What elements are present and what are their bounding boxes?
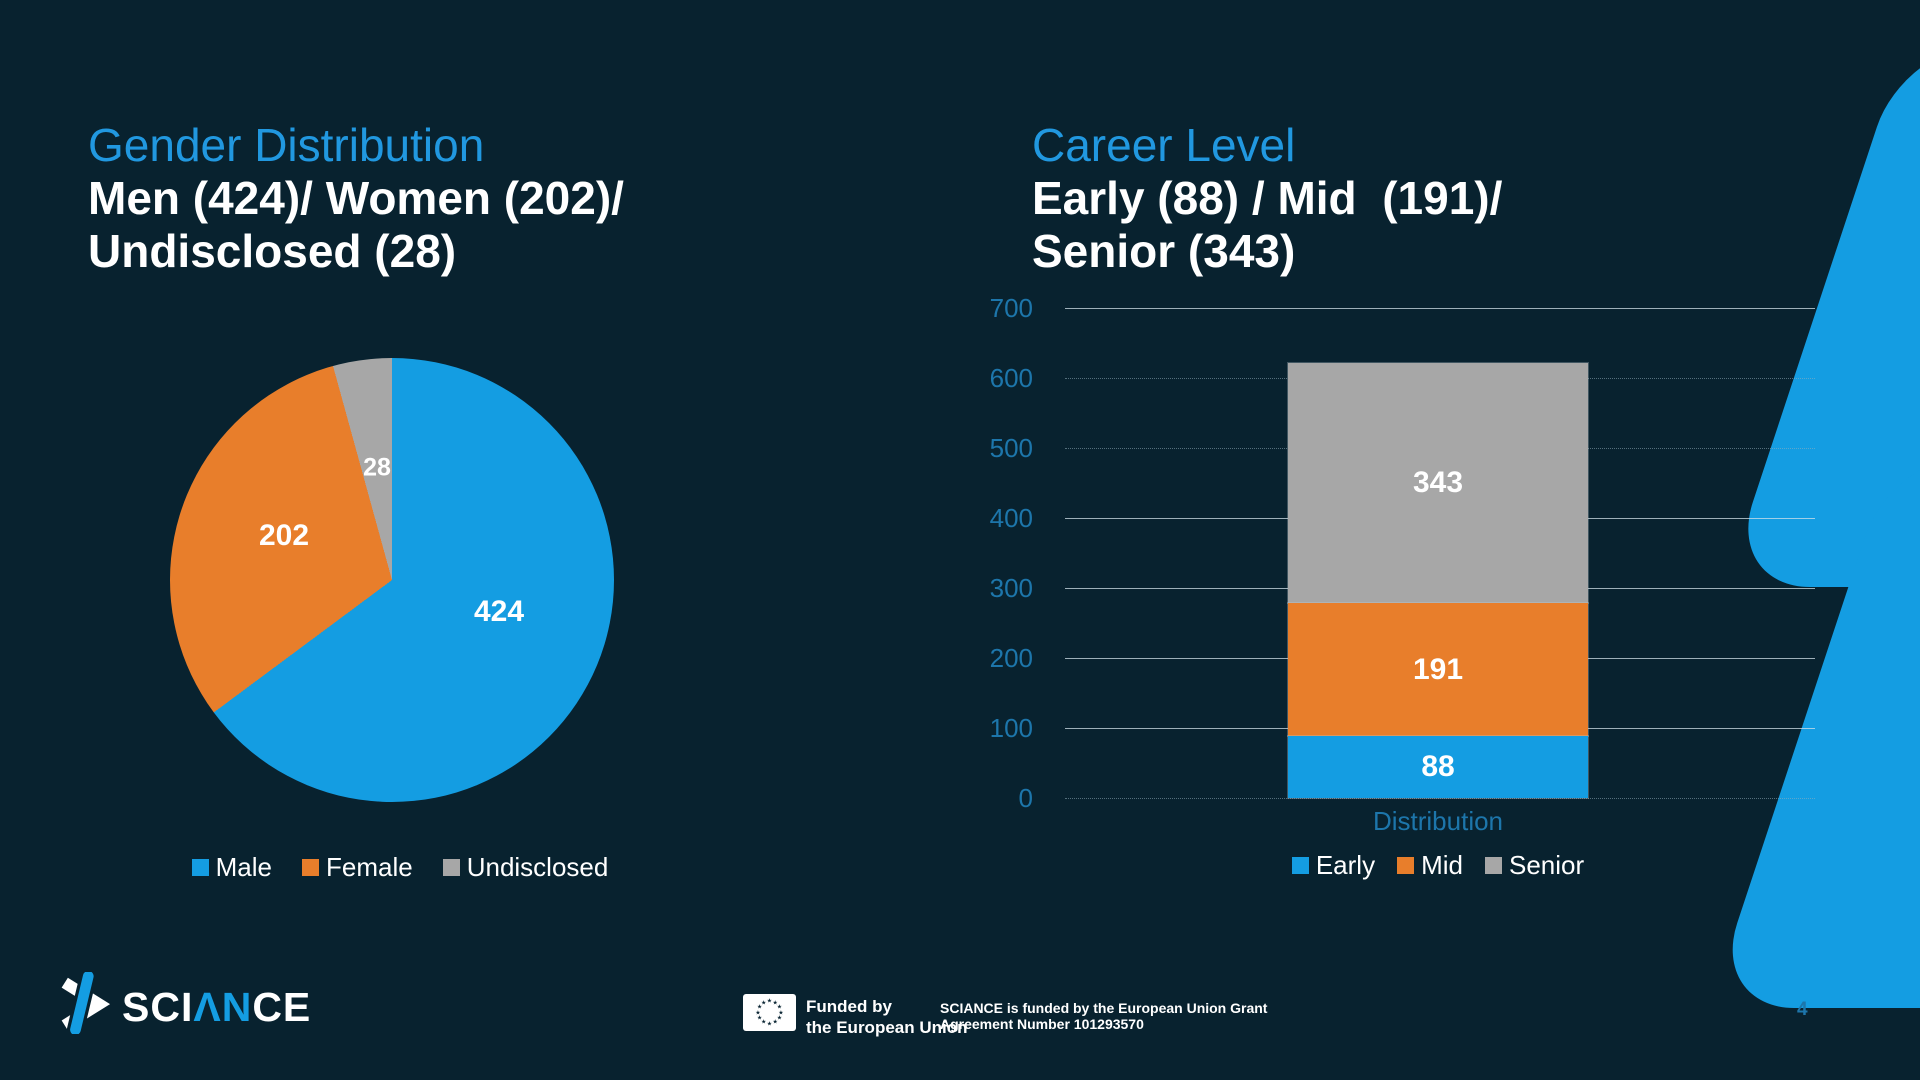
- logo-text-post: CE: [252, 984, 312, 1030]
- gender-legend: Male Female Undisclosed: [140, 852, 660, 883]
- y-tick-600: 600: [989, 363, 1033, 393]
- eu-star-icon: ★: [761, 1019, 767, 1026]
- eu-star-icon: ★: [772, 1000, 778, 1007]
- bar-value-early: 88: [1421, 750, 1455, 784]
- career-title-block: Career Level Early (88) / Mid (191)/ Sen…: [1032, 118, 1652, 278]
- bar-value-mid: 191: [1412, 652, 1464, 686]
- grant-line2: Agreement Number 101293570: [940, 1016, 1144, 1032]
- bar-value-senior: 343: [1412, 465, 1464, 499]
- y-tick-100: 100: [989, 713, 1033, 743]
- pie-value-male: 424: [473, 595, 525, 628]
- gender-chart-title: Gender Distribution: [88, 119, 485, 171]
- career-chart-subtitle-line2: Senior (343): [1032, 225, 1296, 277]
- y-tick-0: 0: [1018, 783, 1033, 813]
- y-tick-700: 700: [989, 293, 1033, 323]
- sciance-logo-text: SCIΛNCE: [122, 984, 311, 1031]
- logo-text-mid: ΛN: [193, 984, 253, 1030]
- career-legend-swatch-early: [1291, 857, 1309, 874]
- career-legend-label-early: Early: [1315, 850, 1376, 880]
- page-number: 4: [1797, 999, 1808, 1020]
- career-legend-item-early: Early: [1291, 850, 1376, 881]
- eu-star-icon: ★: [761, 1000, 767, 1007]
- gender-legend-swatch-female: [302, 859, 319, 876]
- eu-funding-line1: Funded by: [806, 997, 892, 1016]
- career-legend-swatch-mid: [1397, 857, 1415, 874]
- pie-circle: [170, 358, 614, 802]
- bar-segment-early: 88: [1288, 736, 1588, 798]
- gender-legend-swatch-male: [191, 859, 209, 876]
- career-bar-chart: 88 191 343: [1065, 308, 1815, 799]
- eu-star-icon: ★: [756, 1004, 763, 1011]
- career-legend-label-mid: Mid: [1421, 850, 1463, 880]
- gender-legend-item-undisclosed: Undisclosed: [442, 852, 609, 883]
- sciance-logo-icon: [61, 972, 111, 1034]
- bar-segment-senior: 343: [1288, 362, 1588, 603]
- stacked-bar: 88 191 343: [1288, 362, 1588, 798]
- eu-funding-line2: the European Union: [806, 1018, 968, 1037]
- career-chart-subtitle-line1: Early (88) / Mid (191)/: [1032, 172, 1503, 224]
- y-tick-400: 400: [989, 503, 1033, 533]
- gridline-700: [1065, 308, 1815, 309]
- eu-star-icon: ★: [756, 1015, 763, 1022]
- y-tick-500: 500: [989, 433, 1033, 463]
- career-legend: Early Mid Senior: [1218, 850, 1658, 881]
- pie-value-female: 202: [258, 519, 310, 552]
- y-tick-200: 200: [989, 643, 1033, 673]
- gender-chart-subtitle-line1: Men (424)/ Women (202)/: [88, 172, 624, 224]
- eu-star-icon: ★: [755, 1010, 761, 1016]
- eu-star-icon: ★: [776, 1015, 783, 1022]
- gender-legend-label-undisclosed: Undisclosed: [466, 852, 609, 882]
- eu-star-icon: ★: [772, 1019, 778, 1026]
- gridline-0: [1065, 798, 1815, 799]
- career-legend-swatch-senior: [1485, 857, 1502, 874]
- gender-title-block: Gender Distribution Men (424)/ Women (20…: [88, 118, 808, 278]
- grant-agreement-text: SCIANCE is funded by the European Union …: [940, 1000, 1370, 1032]
- logo-text-pre: SCI: [122, 984, 194, 1030]
- eu-star-icon: ★: [778, 1010, 784, 1016]
- eu-funding-label: Funded by the European Union: [806, 996, 968, 1038]
- eu-star-icon: ★: [776, 1004, 783, 1011]
- gender-chart-subtitle-line2: Undisclosed (28): [88, 225, 457, 277]
- pie-value-undisclosed: 28: [363, 453, 391, 482]
- career-legend-label-senior: Senior: [1509, 850, 1585, 880]
- gender-pie-chart: 424 202 28: [170, 358, 614, 802]
- career-legend-item-mid: Mid: [1397, 850, 1463, 881]
- y-axis-tick-labels: 0 100 200 300 400 500 600 700: [905, 294, 1045, 812]
- gender-legend-label-female: Female: [326, 852, 413, 882]
- gender-legend-swatch-undisclosed: [442, 859, 460, 876]
- grant-line1: SCIANCE is funded by the European Union …: [940, 1000, 1268, 1016]
- y-tick-300: 300: [989, 573, 1033, 603]
- career-legend-item-senior: Senior: [1485, 850, 1584, 881]
- gender-legend-item-female: Female: [302, 852, 413, 883]
- x-axis-label: Distribution: [1372, 806, 1504, 836]
- bar-segment-mid: 191: [1288, 602, 1588, 737]
- career-chart-title: Career Level: [1032, 119, 1296, 171]
- gender-legend-item-male: Male: [191, 852, 272, 883]
- eu-star-icon: ★: [766, 998, 773, 1005]
- eu-flag-icon: ★ ★ ★ ★ ★ ★ ★ ★ ★ ★ ★ ★: [743, 994, 796, 1031]
- eu-star-icon: ★: [766, 1021, 773, 1028]
- gender-legend-label-male: Male: [215, 852, 272, 882]
